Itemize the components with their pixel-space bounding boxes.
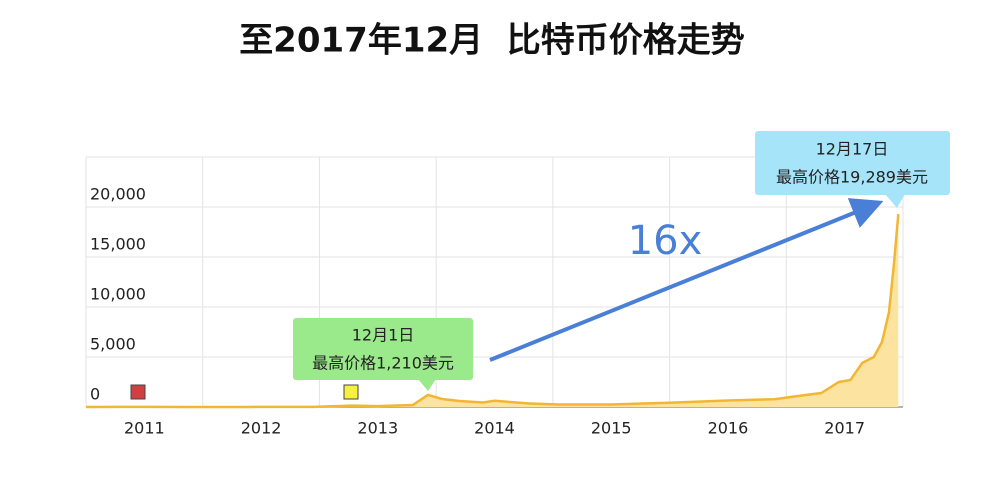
grid: 0 5,000 10,000 15,000 20,000 2011 2012 2013 2014… (85, 156, 904, 438)
chart-title: 至2017年12月 比特币价格走势 (239, 21, 745, 61)
multiplier-label: 16x (628, 218, 703, 264)
x-tick-label: 2016 (708, 419, 749, 438)
y-tick-label: 20,000 (90, 185, 146, 204)
x-tick-label: 2017 (824, 419, 865, 438)
callout-box (293, 318, 473, 380)
y-tick-label: 10,000 (90, 285, 146, 304)
callout-text: 最高价格1,210美元 (312, 354, 454, 373)
line (85, 214, 900, 409)
marker-yellow (343, 384, 359, 400)
y-tick-label: 0 (90, 385, 100, 404)
arrow (489, 198, 884, 362)
callout-text: 12月17日 (816, 140, 889, 159)
marker-red (130, 384, 146, 400)
callout-pointer (885, 194, 905, 208)
x-tick-label: 2012 (241, 419, 282, 438)
x-tick-label: 2011 (124, 419, 165, 438)
x-tick-label: 2013 (357, 419, 398, 438)
callout-1: 12月1日 最高价格1,210美元 (293, 318, 473, 391)
callout-box (755, 131, 950, 195)
callout-text: 12月1日 (352, 326, 415, 345)
x-tick-label: 2014 (474, 419, 515, 438)
callout-pointer (418, 379, 436, 391)
x-tick-label: 2015 (591, 419, 632, 438)
y-tick-label: 15,000 (90, 235, 146, 254)
callout-2: 12月17日 最高价格19,289美元 (755, 131, 950, 208)
plot (85, 214, 900, 409)
y-tick-label: 5,000 (90, 335, 136, 354)
callout-text: 最高价格19,289美元 (776, 168, 928, 187)
